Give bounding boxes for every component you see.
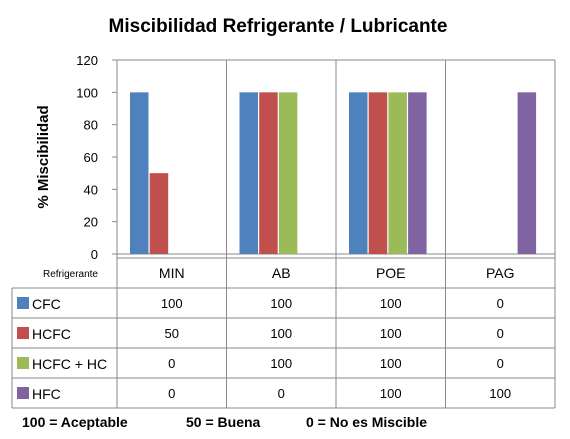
- legend-label: HCFC: [32, 326, 71, 342]
- legend-label: HCFC + HC: [32, 356, 107, 372]
- x-tick-label: AB: [272, 265, 291, 281]
- data-label: 100: [380, 386, 402, 401]
- data-label: 100: [270, 326, 292, 341]
- data-label: 100: [380, 326, 402, 341]
- y-axis-label: % Miscibilidad: [35, 105, 52, 208]
- data-label: 100: [380, 356, 402, 371]
- legend-key: [17, 387, 29, 399]
- y-tick-label: 60: [84, 150, 98, 165]
- bar: [130, 92, 149, 254]
- y-tick-label: 120: [76, 53, 98, 68]
- table-grid: [11, 59, 556, 409]
- bar-layer: [130, 92, 537, 254]
- legend-label: CFC: [32, 296, 61, 312]
- legend-key: [17, 357, 29, 369]
- x-tick-label: PAG: [486, 265, 515, 281]
- chart-title: Miscibilidad Refrigerante / Lubricante: [109, 16, 448, 37]
- data-label: 100: [489, 386, 511, 401]
- footnote-item: 50 = Buena: [186, 414, 261, 430]
- data-table: MIN AB POE PAG CFC 100 100 100 0 HCFC 50 100 100 0 HCF…: [17, 265, 515, 402]
- y-axis: 0 20 40 60 80 100 120: [76, 53, 118, 262]
- y-tick-label: 0: [91, 247, 98, 262]
- bar: [408, 92, 427, 254]
- bar: [517, 92, 537, 254]
- bar: [349, 92, 368, 254]
- data-label: 0: [168, 356, 175, 371]
- data-label: 100: [161, 296, 183, 311]
- data-label: 0: [497, 296, 504, 311]
- bar: [259, 92, 278, 254]
- y-tick-label: 100: [76, 85, 98, 100]
- bar: [388, 92, 407, 254]
- bar: [368, 92, 388, 254]
- y-tick-label: 80: [84, 118, 98, 133]
- bar: [149, 173, 169, 254]
- data-label: 100: [270, 356, 292, 371]
- x-tick-label: MIN: [159, 265, 185, 281]
- legend-label: HFC: [32, 386, 61, 402]
- y-tick-label: 20: [84, 215, 98, 230]
- data-label: 0: [168, 386, 175, 401]
- footnote-item: 100 = Aceptable: [22, 414, 128, 430]
- legend-key: [17, 297, 29, 309]
- legend-key: [17, 327, 29, 339]
- bar: [239, 92, 258, 254]
- footnote-item: 0 = No es Miscible: [306, 414, 427, 430]
- y-tick-label: 40: [84, 182, 98, 197]
- data-label: 0: [497, 326, 504, 341]
- data-label: 100: [380, 296, 402, 311]
- row-header-label: Refrigerante: [43, 269, 98, 280]
- footnote: 100 = Aceptable 50 = Buena 0 = No es Misci…: [22, 414, 427, 430]
- x-tick-label: POE: [376, 265, 406, 281]
- data-label: 50: [165, 326, 179, 341]
- data-label: 100: [270, 296, 292, 311]
- data-label: 0: [497, 356, 504, 371]
- bar: [278, 92, 298, 254]
- data-label: 0: [278, 386, 285, 401]
